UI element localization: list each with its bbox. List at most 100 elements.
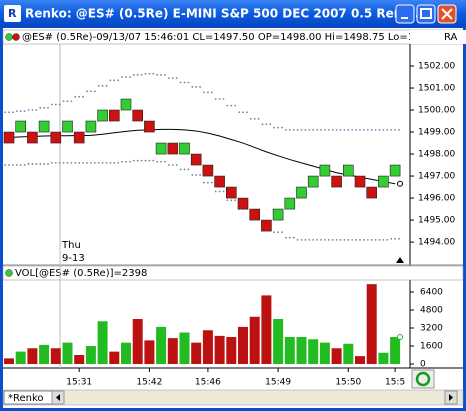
- band-dot: [230, 199, 233, 202]
- y-tick-label: 4800: [420, 306, 443, 316]
- volume-bar: [202, 330, 213, 364]
- band-dot: [316, 238, 318, 241]
- band-dot: [82, 95, 84, 98]
- y-tick-label: 1502.00: [418, 62, 455, 72]
- band-dot: [179, 81, 182, 84]
- band-dot: [207, 91, 209, 94]
- band-dot: [171, 164, 174, 166]
- volume-bar: [167, 338, 178, 364]
- band-dot: [359, 238, 361, 241]
- band-dot: [12, 164, 14, 166]
- volume-bar: [144, 340, 155, 364]
- band-dot: [4, 164, 6, 166]
- up-brick: [97, 109, 108, 122]
- up-brick: [272, 208, 284, 221]
- band-dot: [339, 128, 342, 131]
- band-dot: [320, 238, 322, 241]
- band-dot: [129, 76, 131, 78]
- band-dot: [109, 161, 112, 164]
- price-header-text: @ES# (0.5Re)-09/13/07 15:46:01 CL=1497.5…: [22, 32, 449, 43]
- tab-bar: [2, 389, 464, 406]
- band-dot: [370, 128, 373, 131]
- volume-bar: [39, 344, 50, 364]
- band-dot: [281, 231, 283, 234]
- window-title: Renko: @ES# (0.5Re) E-MINI S&P 500 DEC 2…: [25, 7, 424, 21]
- volume-bar: [238, 326, 248, 364]
- band-dot: [308, 238, 311, 241]
- down-brick: [144, 120, 155, 133]
- y-tick-label: 1495.00: [418, 216, 455, 226]
- header-icon: [12, 33, 20, 41]
- band-dot: [288, 128, 291, 131]
- band-dot: [269, 123, 272, 126]
- band-dot: [226, 199, 229, 202]
- band-dot: [62, 100, 65, 103]
- band-dot: [74, 161, 77, 164]
- minimize-button[interactable]: [395, 4, 415, 24]
- down-brick: [50, 131, 62, 144]
- band-dot: [394, 237, 396, 240]
- band-dot: [222, 98, 225, 100]
- band-dot: [35, 163, 38, 165]
- band-dot: [70, 161, 73, 164]
- band-dot: [288, 236, 291, 239]
- window-buttons: [395, 4, 457, 24]
- up-brick: [120, 98, 132, 111]
- band-dot: [292, 236, 295, 239]
- band-dot: [58, 103, 61, 106]
- band-dot: [327, 238, 330, 241]
- band-dot: [382, 238, 385, 241]
- band-dot: [292, 128, 295, 131]
- band-dot: [136, 159, 139, 162]
- volume-bar: [378, 352, 389, 364]
- band-dot: [144, 72, 147, 75]
- band-dot: [320, 128, 322, 131]
- up-brick: [15, 120, 26, 133]
- band-dot: [86, 161, 88, 164]
- band-dot: [43, 163, 45, 165]
- down-brick: [132, 109, 143, 122]
- band-dot: [152, 72, 155, 75]
- volume-header: [2, 265, 464, 281]
- down-brick: [167, 142, 179, 155]
- y-tick-label: 1494.00: [418, 238, 455, 248]
- header-icon: [5, 269, 13, 277]
- band-dot: [113, 79, 116, 82]
- band-dot: [331, 128, 334, 131]
- x-tick-label: 15:42: [136, 378, 162, 388]
- band-dot: [136, 73, 139, 76]
- band-dot: [370, 238, 373, 241]
- band-dot: [308, 128, 311, 131]
- band-dot: [93, 161, 96, 164]
- band-dot: [183, 81, 186, 84]
- band-dot: [355, 128, 357, 131]
- band-dot: [191, 174, 194, 176]
- band-dot: [386, 238, 389, 241]
- up-brick: [62, 120, 73, 133]
- band-dot: [51, 103, 53, 106]
- band-dot: [8, 164, 10, 166]
- band-dot: [187, 81, 190, 84]
- maximize-glyph: [420, 8, 432, 19]
- band-dot: [199, 86, 202, 88]
- band-dot: [97, 84, 100, 87]
- band-dot: [70, 100, 73, 103]
- down-brick: [109, 109, 120, 122]
- band-dot: [105, 161, 108, 164]
- band-dot: [97, 161, 100, 164]
- band-dot: [374, 238, 377, 241]
- maximize-button[interactable]: [416, 4, 436, 24]
- band-dot: [183, 168, 186, 171]
- up-brick: [319, 164, 331, 177]
- band-dot: [35, 109, 38, 111]
- band-dot: [105, 84, 108, 87]
- band-dot: [117, 161, 120, 164]
- band-dot: [15, 164, 18, 166]
- band-dot: [199, 174, 202, 176]
- band-dot: [125, 160, 127, 163]
- down-brick: [73, 131, 85, 144]
- volume-bar: [62, 342, 73, 364]
- volume-bar: [284, 337, 295, 364]
- band-dot: [54, 161, 57, 164]
